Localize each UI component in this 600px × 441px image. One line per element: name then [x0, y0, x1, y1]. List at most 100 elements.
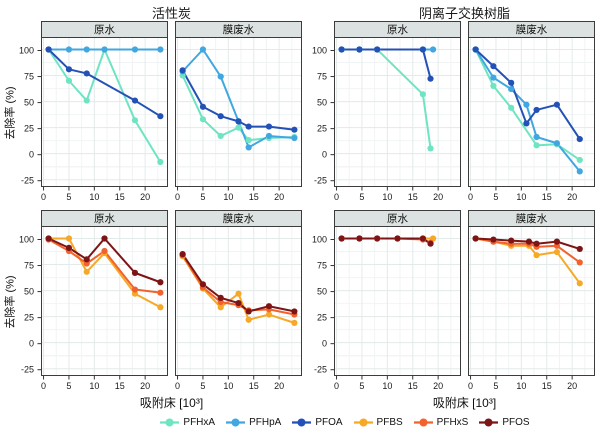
facet-strip-raw-water: 原水	[41, 210, 168, 226]
y-axis-label-text: 去除率 (%)	[5, 85, 18, 140]
facet-group-anion-exchange-resin: 100 75 50 25 0 -25 原水 0 5 10 15 20 膜废水 0 5 10 15 20	[310, 21, 595, 204]
data-point-PFHxA	[235, 124, 242, 131]
x-tick-label: 5	[493, 192, 498, 202]
data-point-PFOA	[65, 66, 73, 73]
y-tick-column: 100 75 50 25 0 -25	[310, 227, 334, 393]
panel-border	[41, 37, 168, 187]
panel-anion-exchange-resin-raw-water: 原水 0 5 10 15 20	[334, 21, 461, 204]
data-point-PFOS	[235, 299, 242, 307]
legend-label-PFOS: PFOS	[502, 417, 530, 428]
series-points-PFHpA	[472, 46, 583, 175]
panel-activated-carbon-membrane-wastewater: 膜废水 0 5 10 15 20	[175, 21, 302, 204]
data-point-PFOA	[419, 46, 426, 53]
data-point-PFOS	[419, 235, 426, 242]
data-point-PFOS	[374, 235, 381, 242]
x-tick-label: 0	[468, 381, 473, 391]
x-tick-label: 15	[249, 192, 259, 202]
data-point-PFOA	[83, 70, 90, 77]
legend: PFHxA PFHpA PFOA PFBS PFHxS PFOS	[91, 412, 598, 433]
y-tick-label: -25	[21, 365, 34, 375]
data-point-PFHxA	[490, 82, 497, 90]
data-point-PFHxA	[83, 97, 90, 104]
y-axis-label-bottom: 去除率 (%)	[3, 210, 17, 393]
facet-group-anion-exchange-resin: 100 75 50 25 0 -25 原水 0 5 10 15 20 膜废水 0 5 10 15 20	[310, 210, 595, 393]
series-line-PFHxS	[47, 238, 162, 294]
x-tick-label: 0	[334, 381, 339, 391]
facet-strip-membrane-wastewater: 膜废水	[468, 21, 595, 37]
panel-border	[334, 226, 461, 376]
x-tick-label: 0	[175, 381, 180, 391]
data-point-PFHxA	[131, 117, 139, 124]
data-point-PFOA	[179, 67, 186, 74]
panel-activated-carbon-membrane-wastewater-chart: 0 5 10 15 20	[175, 37, 302, 202]
y-axis-ticks: 100 75 50 25 0 -25	[19, 235, 41, 375]
data-point-PFOS	[101, 235, 108, 242]
data-point-PFHxS	[131, 286, 139, 293]
x-tick-label: 0	[175, 192, 180, 202]
data-point-PFOS	[291, 308, 298, 315]
data-point-PFOS	[179, 251, 186, 258]
y-tick-label: -25	[314, 176, 327, 186]
series-points-PFOS	[472, 235, 583, 253]
data-point-PFOA	[45, 46, 52, 53]
y-tick-label: 0	[322, 150, 327, 160]
y-tick-label: 50	[24, 98, 34, 108]
facet-strip-membrane-wastewater: 膜废水	[468, 210, 595, 226]
series-points-PFOA	[179, 67, 298, 133]
data-point-PFHpA	[265, 132, 273, 140]
data-point-PFHxA	[157, 158, 164, 166]
legend-item-PFOA: PFOA	[291, 417, 343, 428]
data-point-PFOS	[217, 294, 224, 301]
legend-marker-PFHxA	[160, 418, 180, 427]
legend-item-PFOS: PFOS	[478, 417, 530, 428]
data-point-PFOS	[45, 235, 52, 242]
data-point-PFHpA	[533, 133, 540, 141]
x-tick-label: 5	[200, 381, 205, 391]
x-axis-label-right: 吸附床 [10³]	[432, 396, 497, 410]
data-point-PFHpA	[83, 46, 90, 53]
data-point-PFHxA	[65, 77, 73, 84]
x-tick-label: 5	[200, 192, 205, 202]
series-points-PFOS	[45, 235, 164, 286]
x-tick-label: 10	[516, 381, 526, 391]
data-point-PFHpA	[199, 46, 207, 53]
panel-activated-carbon-membrane-wastewater: 膜废水 0 5 10 15 20	[175, 210, 302, 393]
panel-border	[334, 37, 461, 187]
series-points-PFOA	[45, 46, 164, 120]
legend-item-PFBS: PFBS	[353, 417, 403, 428]
data-point-PFHxA	[576, 156, 583, 164]
group-title-anion-exchange-resin: 阴离子交换树脂	[418, 5, 510, 21]
x-tick-label: 0	[334, 192, 339, 202]
x-tick-label: 20	[567, 192, 577, 202]
data-point-PFHxA	[419, 91, 426, 98]
x-tick-label: 20	[274, 192, 284, 202]
data-point-PFBS	[83, 268, 90, 275]
x-axis-label-left: 吸附床 [10³]	[139, 396, 204, 410]
facet-strip-raw-water: 原水	[334, 210, 461, 226]
data-point-PFOA	[217, 113, 224, 120]
legend-marker-PFOA	[292, 418, 312, 427]
legend-point	[231, 418, 240, 427]
x-tick-label: 20	[567, 381, 577, 391]
x-tick-label: 5	[359, 381, 364, 391]
y-axis-label-text: 去除率 (%)	[5, 274, 18, 329]
legend-label-PFHpA: PFHpA	[249, 417, 282, 428]
data-point-PFOS	[553, 238, 560, 245]
y-tick-column: 100 75 50 25 0 -25	[17, 38, 41, 204]
data-point-PFOA	[523, 120, 530, 127]
y-tick-label: 75	[317, 261, 327, 271]
legend-marker-PFHpA	[226, 418, 246, 427]
x-tick-label: 5	[66, 381, 71, 391]
data-point-PFBS	[245, 316, 252, 323]
series-points-PFOA	[472, 46, 583, 143]
y-tick-label: 50	[317, 98, 327, 108]
y-tick-column: 100 75 50 25 0 -25	[17, 227, 41, 393]
x-tick-label: 5	[66, 192, 71, 202]
data-point-PFBS	[235, 290, 242, 297]
series-points-PFOA	[338, 46, 434, 82]
y-tick-label: 25	[317, 124, 327, 134]
data-point-PFBS	[65, 235, 73, 242]
data-point-PFHpA	[131, 46, 139, 53]
x-tick-label: 15	[408, 381, 418, 391]
